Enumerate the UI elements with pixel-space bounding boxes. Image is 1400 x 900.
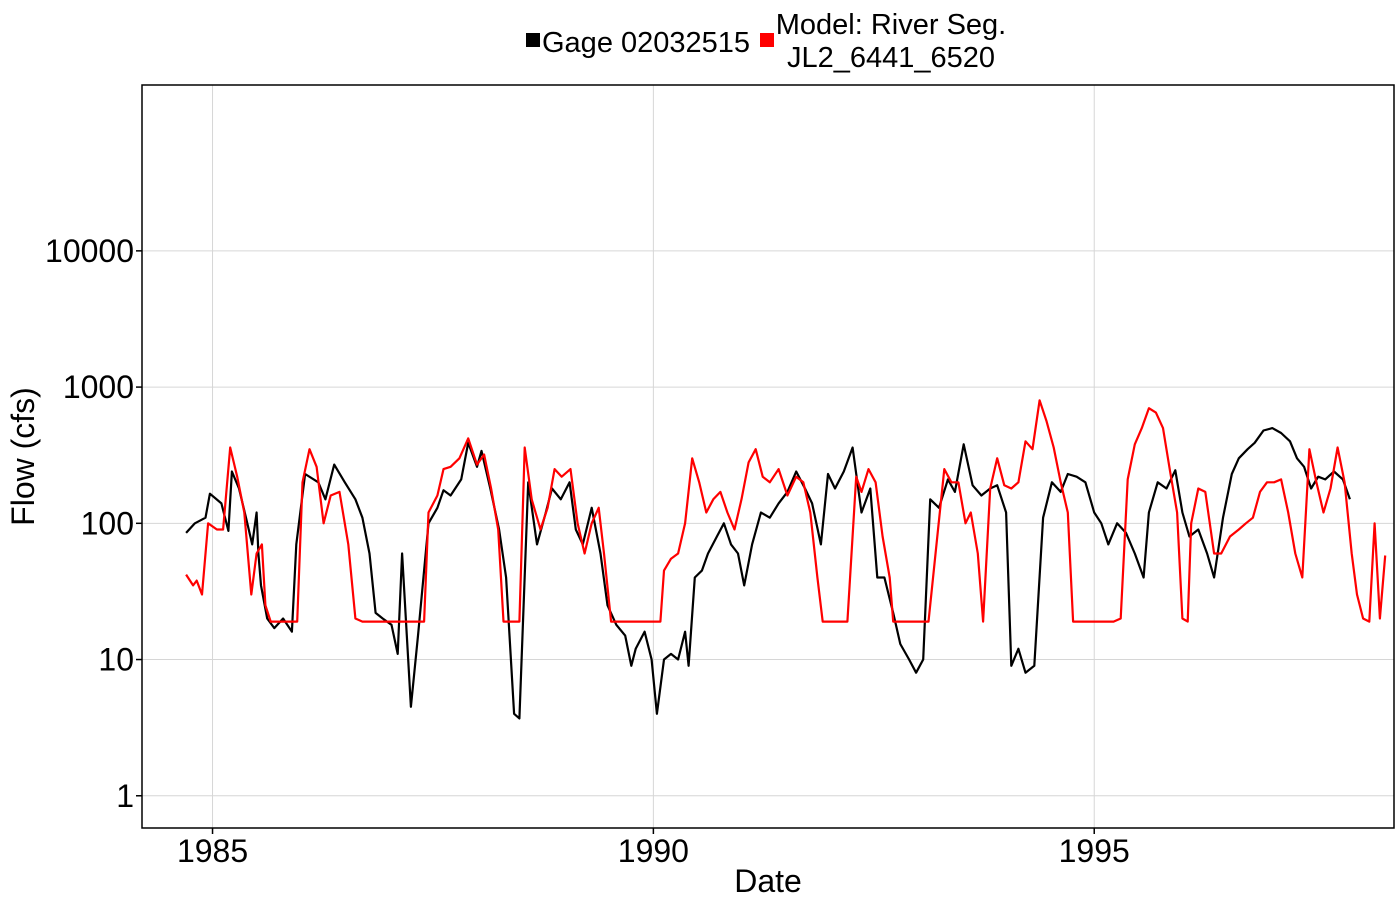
legend-label-model: Model: River Seg. JL2_6441_6520	[776, 9, 1007, 74]
x-axis-title: Date	[734, 863, 802, 899]
y-tick-label: 1	[116, 778, 134, 814]
y-tick-label: 10	[98, 642, 134, 678]
series-line-gage	[185, 427, 1351, 720]
x-tick-label: 1985	[177, 833, 248, 869]
legend-swatch-model	[760, 33, 774, 47]
x-tick-label: 1995	[1059, 833, 1130, 869]
y-axis: 1 10 100 1000 10000	[45, 233, 142, 814]
x-tick-label: 1990	[618, 833, 689, 869]
series-lines	[185, 399, 1387, 720]
series-line-model	[185, 399, 1387, 623]
y-tick-label: 100	[81, 505, 134, 541]
plot-frame	[141, 84, 1395, 829]
legend: Gage 02032515 Model: River Seg. JL2_6441_…	[526, 9, 1006, 74]
y-tick-label: 1000	[63, 369, 134, 405]
y-axis-title: Flow (cfs)	[5, 387, 41, 526]
x-axis: 1985 1990 1995	[177, 828, 1130, 869]
y-tick-label: 10000	[45, 233, 134, 269]
legend-swatch-gage	[526, 33, 540, 47]
legend-label-gage: Gage 02032515	[542, 27, 750, 59]
gridlines	[142, 85, 1394, 828]
